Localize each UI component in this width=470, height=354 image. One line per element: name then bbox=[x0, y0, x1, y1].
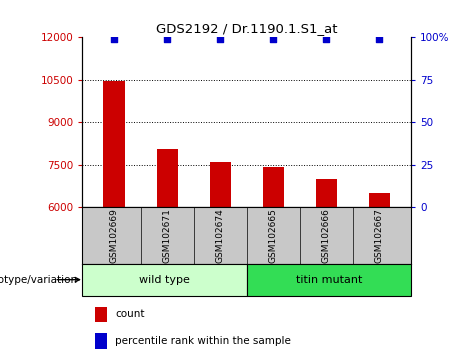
Bar bbox=[210, 162, 231, 207]
Bar bbox=[247, 264, 411, 296]
Point bbox=[376, 36, 383, 42]
Text: titin mutant: titin mutant bbox=[296, 275, 362, 285]
Text: percentile rank within the sample: percentile rank within the sample bbox=[115, 336, 291, 346]
Text: GSM102667: GSM102667 bbox=[375, 208, 384, 263]
Title: GDS2192 / Dr.1190.1.S1_at: GDS2192 / Dr.1190.1.S1_at bbox=[156, 22, 337, 35]
Point bbox=[269, 36, 277, 42]
Bar bbox=[95, 333, 107, 348]
Bar bbox=[316, 179, 337, 207]
Text: GSM102666: GSM102666 bbox=[322, 208, 331, 263]
Text: GSM102665: GSM102665 bbox=[269, 208, 278, 263]
Point bbox=[322, 36, 330, 42]
Bar bbox=[103, 81, 125, 207]
Point bbox=[110, 36, 118, 42]
Text: GSM102671: GSM102671 bbox=[163, 208, 172, 263]
Text: count: count bbox=[115, 309, 145, 320]
Text: GSM102669: GSM102669 bbox=[110, 208, 118, 263]
Bar bbox=[263, 167, 284, 207]
Bar bbox=[157, 149, 178, 207]
Text: GSM102674: GSM102674 bbox=[216, 208, 225, 263]
Point bbox=[164, 36, 171, 42]
Bar bbox=[95, 307, 107, 322]
Bar bbox=[369, 193, 390, 207]
Text: wild type: wild type bbox=[139, 275, 190, 285]
Text: genotype/variation: genotype/variation bbox=[0, 275, 78, 285]
Point bbox=[217, 36, 224, 42]
Bar bbox=[82, 264, 247, 296]
